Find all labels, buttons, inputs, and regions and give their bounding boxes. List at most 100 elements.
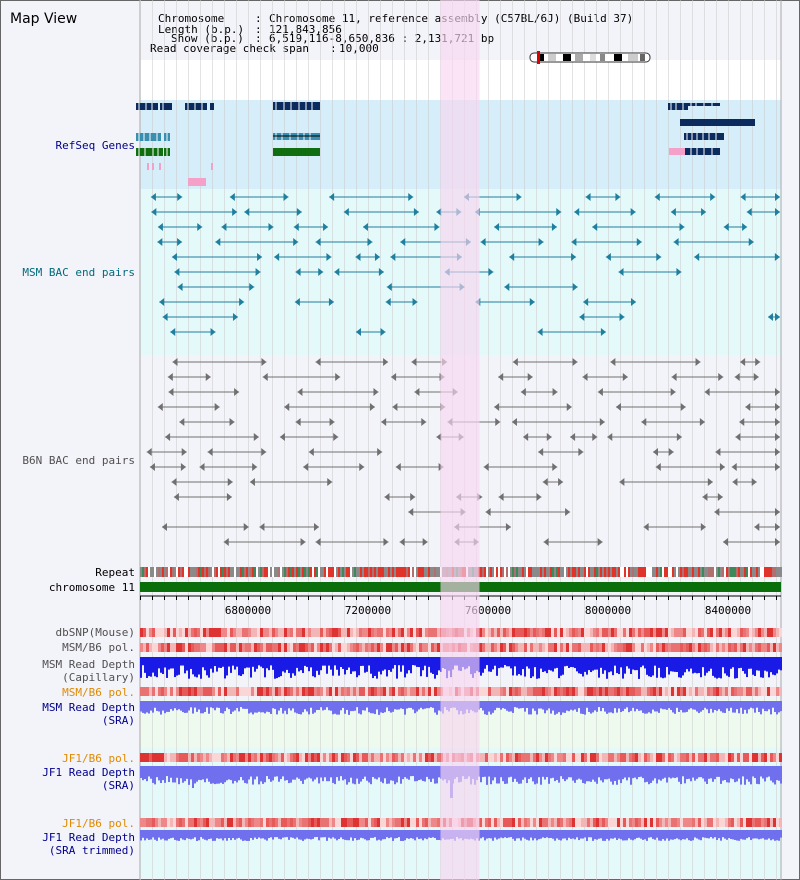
track-label-msm-bac[interactable]: MSM BAC end pairs — [22, 266, 135, 279]
jf1-depth-trimmed-bar — [670, 830, 672, 840]
jf1-b6-pol-heat-cell — [776, 753, 779, 762]
jf1-depth-sra-bar — [434, 766, 436, 784]
jf1-b6-pol-trimmed-heat-cell — [143, 818, 146, 827]
msm-b6-pol-sra-heat-cell — [620, 687, 623, 696]
jf1-depth-sra-bar — [654, 766, 656, 779]
jf1-b6-pol-heat-cell — [500, 753, 503, 762]
jf1-depth-trimmed-bar — [498, 830, 500, 839]
jf1-b6-pol-trimmed-heat-cell — [542, 818, 545, 827]
read-depth-tracks[interactable] — [140, 657, 782, 841]
b6n-bac-pair-end — [592, 433, 598, 441]
dbsnp-heat-cell — [593, 628, 596, 637]
jf1-b6-pol-heat-cell — [725, 753, 728, 762]
jf1-b6-pol-heat-cell — [710, 753, 713, 762]
jf1-b6-pol-heat-cell — [482, 753, 485, 762]
jf1-depth-trimmed-bar — [582, 830, 584, 839]
msm-b6-pol-heat-cell — [374, 643, 377, 652]
msm-depth-sra-bar — [710, 701, 712, 709]
msm-b6-pol-sra-heat-cell — [515, 687, 518, 696]
msm-bac-pair-end — [413, 208, 419, 216]
track-label-msm-b6-pol-sra[interactable]: MSM/B6 pol. — [62, 686, 135, 699]
jf1-depth-sra-bar — [226, 766, 228, 781]
msm-depth-capillary-bar — [406, 657, 408, 674]
msm-depth-sra-bar — [678, 701, 680, 712]
track-label-jf1-b6-pol-trimmed[interactable]: JF1/B6 pol. — [62, 817, 135, 830]
msm-b6-pol-heat-cell — [290, 643, 293, 652]
repeat-segment — [328, 567, 330, 577]
msm-b6-pol-heat-cell — [395, 643, 398, 652]
msm-b6-pol-heat-cell — [719, 643, 722, 652]
jf1-depth-sra-bar — [400, 766, 402, 784]
repeat-segment — [336, 567, 338, 577]
msm-depth-capillary-bar — [638, 657, 640, 679]
dbsnp-heat-cell — [236, 628, 239, 637]
repeat-segment — [538, 567, 540, 577]
repeat-segment — [204, 567, 206, 577]
msm-depth-sra-bar — [276, 701, 278, 715]
jf1-depth-trimmed-bar — [554, 830, 556, 841]
jf1-depth-trimmed-bar — [614, 830, 616, 838]
jf1-b6-pol-heat-cell — [278, 753, 281, 762]
dbsnp-heat-cell — [182, 628, 185, 637]
msm-b6-pol-heat-cell — [269, 643, 272, 652]
track-label-refseq[interactable]: RefSeq Genes — [55, 139, 135, 152]
jf1-b6-pol-heat-cell — [626, 753, 629, 762]
jf1-b6-pol-heat-cell — [566, 753, 569, 762]
msm-depth-sra-bar — [394, 701, 396, 710]
dbsnp-heat-cell — [614, 628, 617, 637]
jf1-depth-trimmed-bar — [250, 830, 252, 839]
msm-depth-sra-bar — [642, 701, 644, 713]
jf1-depth-trimmed-bar — [170, 830, 172, 839]
chromosome-ideogram[interactable] — [529, 51, 651, 64]
jf1-depth-trimmed-bar — [662, 830, 664, 840]
jf1-depth-trimmed-bar — [692, 830, 694, 841]
track-label-jf1-depth-sra[interactable]: JF1 Read Depth — [42, 766, 135, 779]
repeat-segment — [292, 567, 294, 577]
b6n-bac-pair-end — [498, 373, 504, 381]
repeat-segment — [762, 567, 764, 577]
jf1-b6-pol-heat-cell — [410, 753, 413, 762]
b6n-bac-pair-end — [229, 418, 235, 426]
track-label-msm-b6-pol[interactable]: MSM/B6 pol. — [62, 641, 135, 654]
jf1-b6-pol-heat-cell — [434, 753, 437, 762]
msm-depth-capillary-bar — [540, 657, 542, 669]
track-label-b6n-bac[interactable]: B6N BAC end pairs — [22, 454, 135, 467]
track-label-dbsnp[interactable]: dbSNP(Mouse) — [55, 626, 135, 639]
refseq-track[interactable] — [136, 102, 755, 186]
msm-depth-capillary-bar — [404, 657, 406, 678]
jf1-depth-sra-bar — [182, 766, 184, 783]
msm-depth-capillary-bar — [366, 657, 368, 672]
dbsnp-heat-cell — [770, 628, 773, 637]
msm-depth-capillary-bar — [524, 657, 526, 677]
track-label-msm-depth-capillary[interactable]: MSM Read Depth — [42, 658, 135, 671]
msm-bac-pair-end — [579, 313, 585, 321]
jf1-depth-sra-bar — [156, 766, 158, 778]
jf1-b6-pol-heat-cell — [599, 753, 602, 762]
msm-b6-pol-sra-heat-cell — [506, 687, 509, 696]
msm-b6-pol-heat-cell — [632, 643, 635, 652]
track-label-jf1-depth-trimmed[interactable]: JF1 Read Depth — [42, 831, 135, 844]
track-label-msm-depth-sra[interactable]: MSM Read Depth — [42, 701, 135, 714]
track-label-repeat[interactable]: Repeat — [95, 566, 135, 579]
repeat-segment — [758, 567, 760, 577]
msm-bac-pair-end — [551, 223, 557, 231]
msm-depth-sra-bar — [192, 701, 194, 714]
repeat-segment — [238, 567, 240, 577]
b6n-bac-pair-end — [149, 463, 155, 471]
jf1-depth-trimmed-bar — [378, 830, 380, 840]
jf1-b6-pol-heat-cell — [308, 753, 311, 762]
repeat-segment — [748, 567, 750, 577]
msm-b6-pol-heat-cell — [437, 643, 440, 652]
b6n-bac-track[interactable] — [146, 358, 780, 546]
dbsnp-heat-cell — [230, 628, 233, 637]
msm-b6-pol-heat-cell — [293, 643, 296, 652]
gene-feature — [160, 103, 172, 110]
msm-depth-capillary-bar — [192, 657, 194, 675]
jf1-depth-sra-bar — [534, 766, 536, 785]
msm-depth-sra-bar — [588, 701, 590, 712]
msm-b6-pol-heat-cell — [347, 643, 350, 652]
jf1-depth-trimmed-bar — [660, 830, 662, 841]
track-label-jf1-b6-pol[interactable]: JF1/B6 pol. — [62, 752, 135, 765]
repeat-segment — [242, 567, 244, 577]
